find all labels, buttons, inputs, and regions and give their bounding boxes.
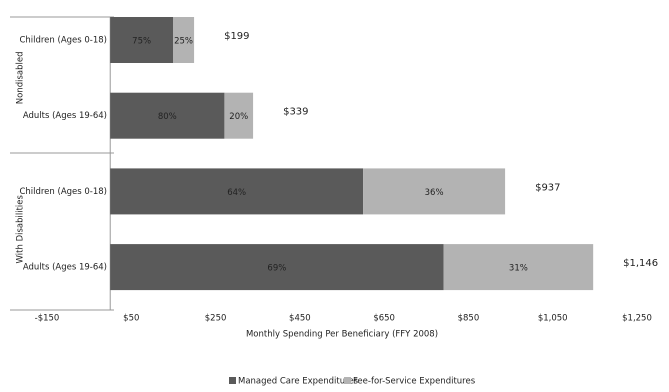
x-tick-label: $50 bbox=[123, 314, 139, 324]
segment-label: 36% bbox=[425, 188, 444, 198]
bar-segment bbox=[224, 92, 254, 139]
legend-swatch bbox=[344, 377, 351, 384]
x-tick-label: $850 bbox=[458, 314, 480, 324]
x-tick-label: -$150 bbox=[35, 314, 60, 324]
bar-segment bbox=[363, 168, 506, 215]
legend-swatch bbox=[229, 377, 236, 384]
group-label: With Disabilities bbox=[16, 194, 26, 263]
total-label: $199 bbox=[224, 31, 249, 42]
x-axis-title: Monthly Spending Per Beneficiary (FFY 20… bbox=[246, 330, 438, 340]
bar-segment bbox=[110, 92, 225, 139]
category-label: Children (Ages 0-18) bbox=[19, 187, 107, 197]
segment-label: 20% bbox=[229, 112, 248, 122]
group-label: Nondisabled bbox=[16, 51, 26, 104]
category-label: Adults (Ages 19-64) bbox=[23, 111, 107, 121]
x-tick-label: $1,250 bbox=[622, 314, 652, 324]
bar-segment bbox=[443, 244, 594, 291]
segment-label: 31% bbox=[509, 264, 528, 274]
total-label: $339 bbox=[283, 107, 308, 118]
segment-label: 69% bbox=[267, 264, 286, 274]
x-tick-label: $650 bbox=[373, 314, 395, 324]
legend-label: Fee-for-Service Expenditures bbox=[353, 377, 476, 387]
total-label: $1,146 bbox=[623, 258, 658, 269]
segment-label: 64% bbox=[227, 188, 246, 198]
bar-segment bbox=[110, 168, 364, 215]
legend-label: Managed Care Expenditures bbox=[238, 377, 359, 387]
segment-label: 80% bbox=[158, 112, 177, 122]
x-tick-label: $1,050 bbox=[538, 314, 568, 324]
bar-segment bbox=[110, 244, 444, 291]
bar-segment bbox=[110, 17, 174, 63]
bar-segment bbox=[173, 17, 195, 63]
total-label: $937 bbox=[535, 182, 560, 193]
segment-label: 25% bbox=[174, 37, 193, 47]
segment-label: 75% bbox=[132, 37, 151, 47]
x-tick-label: $450 bbox=[289, 314, 311, 324]
category-label: Adults (Ages 19-64) bbox=[23, 263, 107, 273]
x-tick-label: $250 bbox=[205, 314, 227, 324]
category-label: Children (Ages 0-18) bbox=[19, 36, 107, 46]
